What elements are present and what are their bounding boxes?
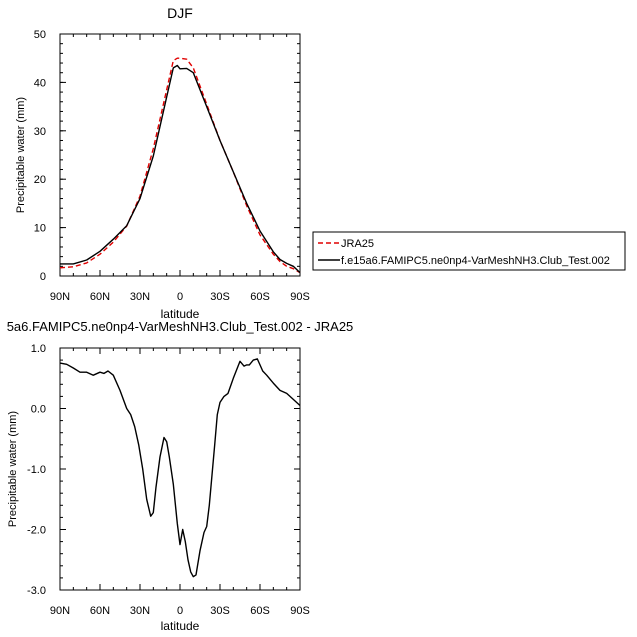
top-y-tick-label: 50	[34, 29, 46, 41]
top-chart-y-axis-label: Precipitable water (mm)	[15, 97, 27, 213]
bottom-x-tick-label: 90N	[50, 605, 70, 617]
top-x-tick-label: 60S	[250, 291, 270, 303]
top-x-tick-label: 60N	[90, 291, 110, 303]
legend-label-jra25: JRA25	[341, 238, 374, 250]
top-y-tick-label: 40	[34, 77, 46, 89]
bottom-plot-frame	[59, 347, 301, 591]
top-x-tick-label: 90N	[50, 291, 70, 303]
bottom-x-tick-label: 30S	[210, 605, 230, 617]
bottom-y-tick-label: -1.0	[27, 464, 46, 476]
top-chart-panel: DJF latitude Precipitable water (mm) 90N…	[15, 5, 310, 321]
bottom-y-tick-label: -2.0	[27, 525, 46, 537]
top-x-tick-label: 30S	[210, 291, 230, 303]
top-x-tick-label: 30N	[130, 291, 150, 303]
bottom-y-tick-label: 0.0	[31, 404, 46, 416]
bottom-series-line-difference	[59, 358, 301, 578]
legend-label-model: f.e15a6.FAMIPC5.ne0np4-VarMeshNH3.Club_T…	[341, 255, 610, 267]
legend-box	[312, 231, 626, 271]
bottom-y-tick-label: -3.0	[27, 585, 46, 597]
bottom-chart-panel: 5a6.FAMIPC5.ne0np4-VarMeshNH3.Club_Test.…	[7, 319, 354, 633]
top-y-tick-label: 0	[40, 271, 46, 283]
top-y-tick-label: 30	[34, 126, 46, 138]
bottom-chart-title: 5a6.FAMIPC5.ne0np4-VarMeshNH3.Club_Test.…	[7, 319, 354, 334]
bottom-x-tick-label: 90S	[290, 605, 310, 617]
legend: JRA25 f.e15a6.FAMIPC5.ne0np4-VarMeshNH3.…	[312, 231, 626, 271]
top-chart-x-axis-label: latitude	[161, 307, 200, 321]
top-x-tick-label: 90S	[290, 291, 310, 303]
top-x-tick-label: 0	[177, 291, 183, 303]
bottom-x-tick-label: 60S	[250, 605, 270, 617]
top-series-line-f-e15a6-famipc5-ne0np4-varmeshnh3-club-test-002	[60, 64, 301, 274]
top-y-tick-label: 10	[34, 223, 46, 235]
bottom-x-tick-label: 60N	[90, 605, 110, 617]
bottom-y-tick-label: 1.0	[31, 343, 46, 355]
bottom-x-tick-label: 0	[177, 605, 183, 617]
top-y-tick-label: 20	[34, 174, 46, 186]
bottom-x-tick-label: 30N	[130, 605, 150, 617]
bottom-chart-y-axis-label: Precipitable water (mm)	[7, 411, 19, 527]
bottom-chart-x-axis-label: latitude	[161, 619, 200, 633]
top-chart-title: DJF	[167, 5, 193, 21]
top-series-line-jra25	[59, 57, 301, 274]
